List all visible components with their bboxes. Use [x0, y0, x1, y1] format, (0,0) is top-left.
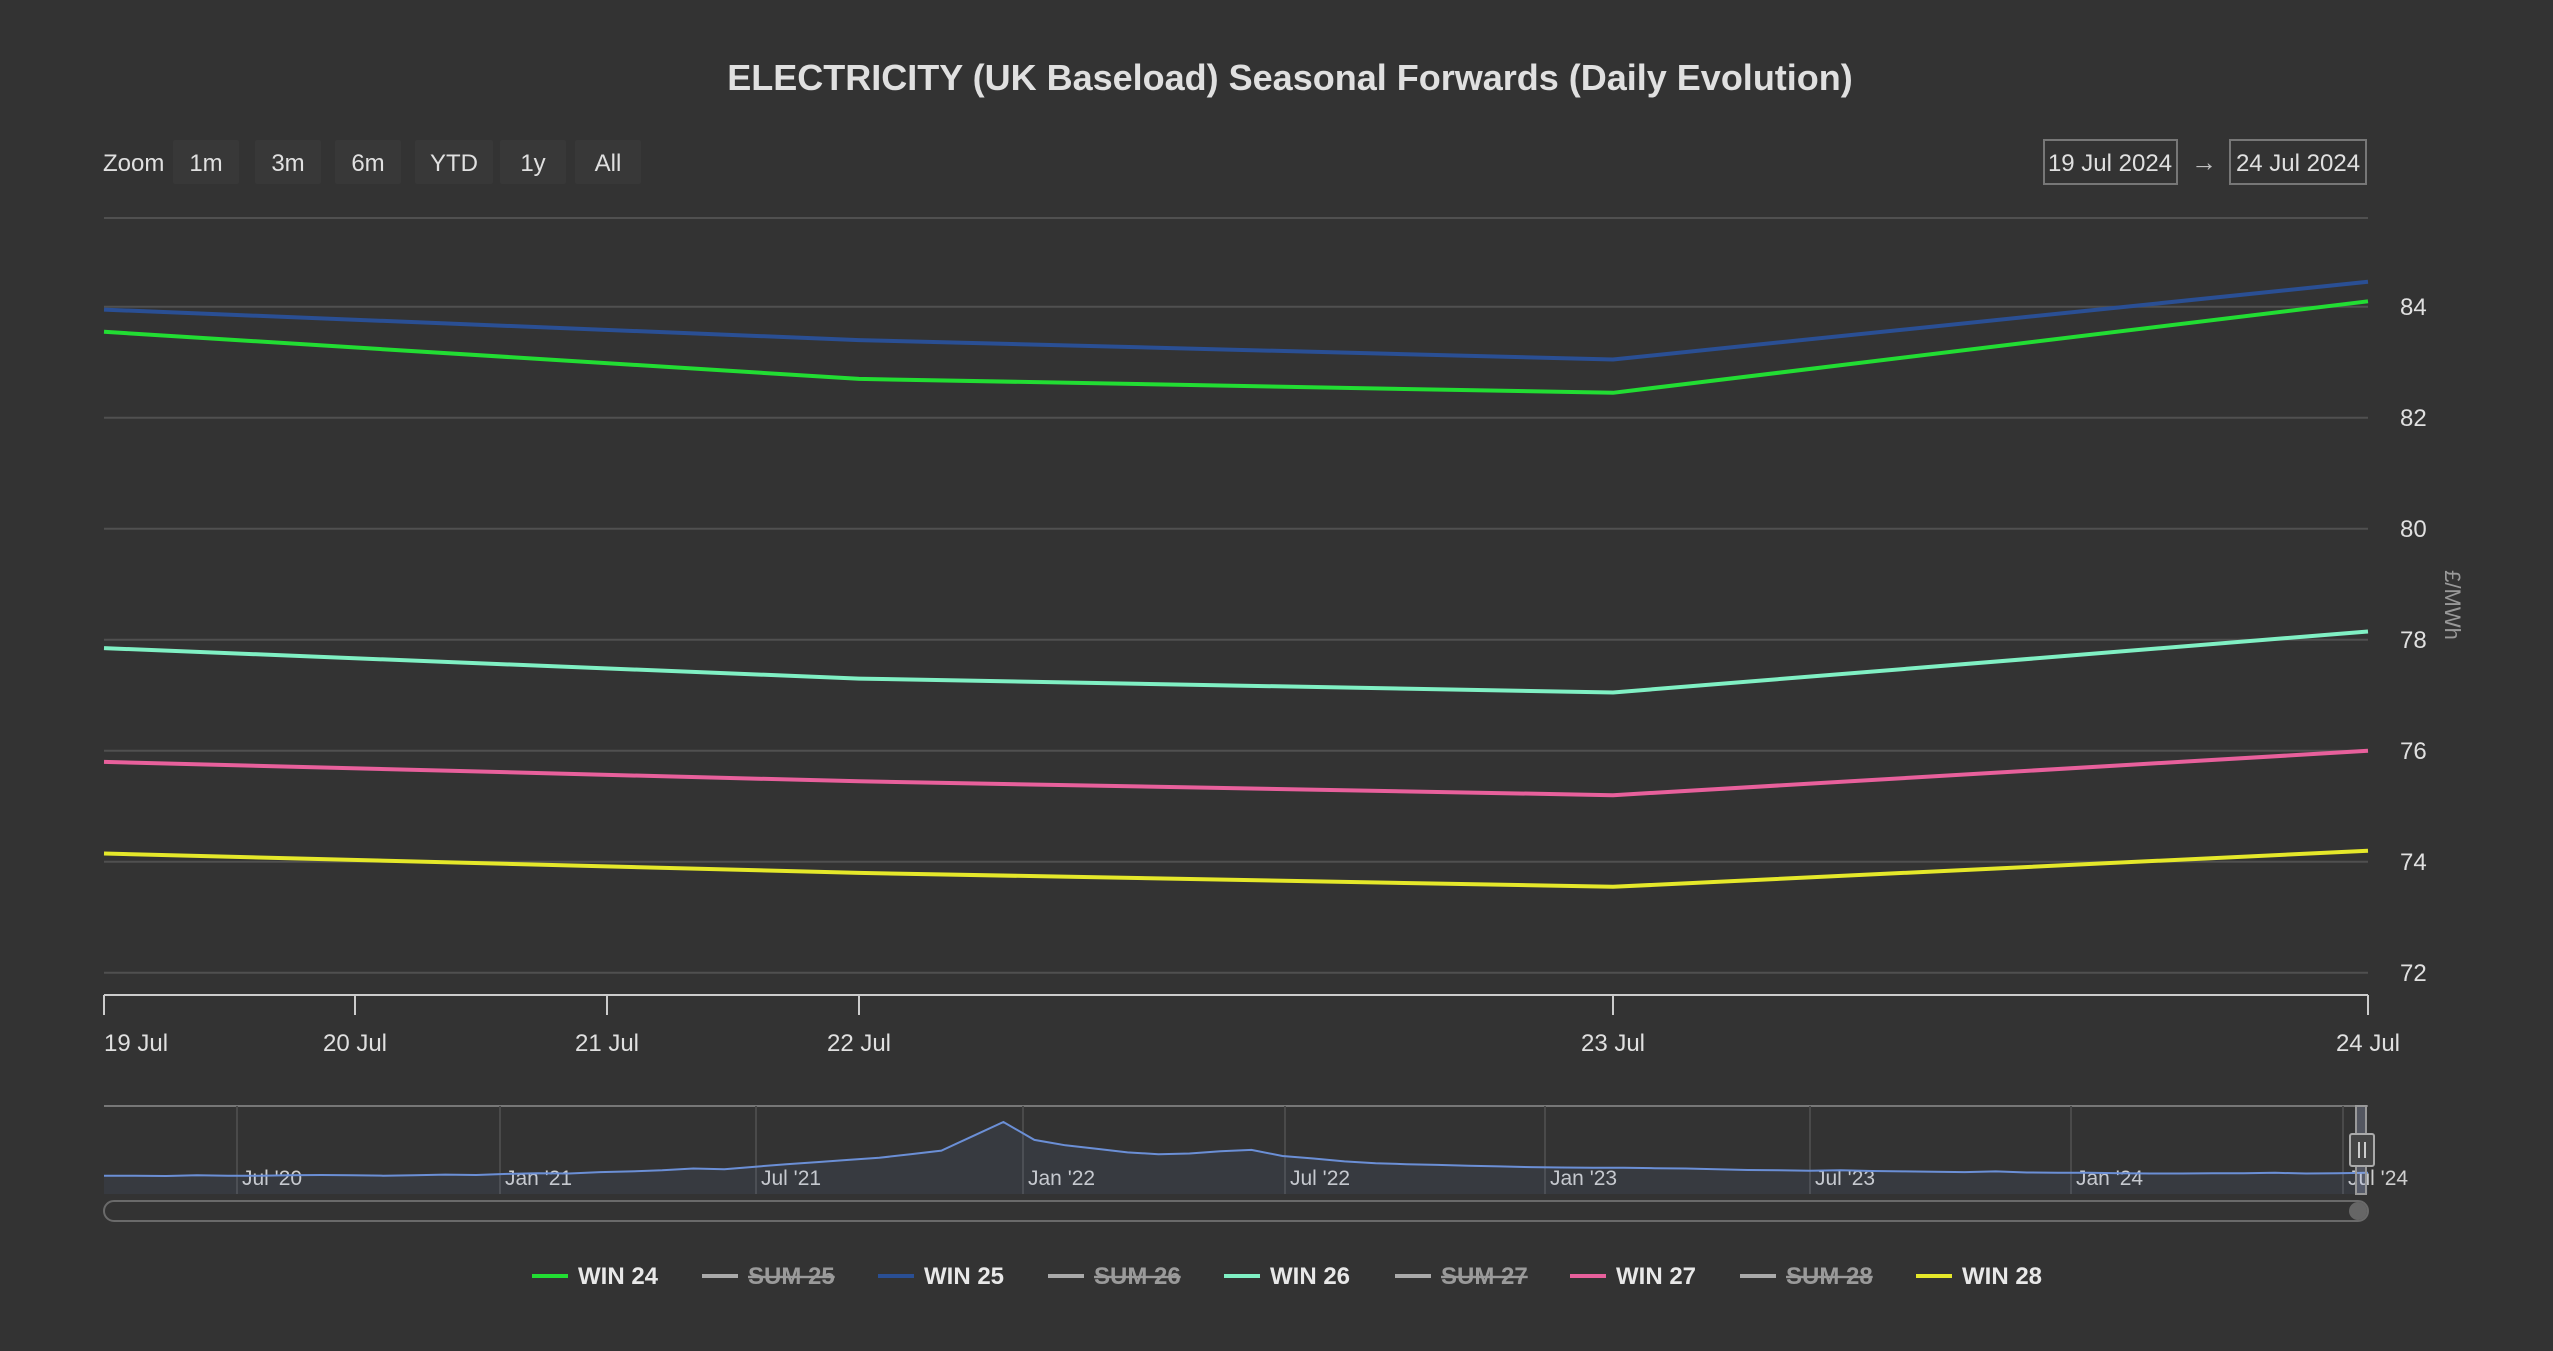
zoom-button-label: 1y: [520, 150, 545, 177]
x-tick-label: 24 Jul: [2336, 1030, 2400, 1057]
legend-item-win-24[interactable]: WIN 24: [532, 1263, 659, 1290]
zoom-button-ytd[interactable]: YTD: [415, 140, 493, 184]
y-tick-label-74: 74: [2400, 849, 2427, 876]
legend-label: WIN 28: [1962, 1263, 2042, 1290]
zoom-button-label: All: [595, 150, 622, 177]
x-tick-label: 20 Jul: [323, 1030, 387, 1057]
x-tick-label: 21 Jul: [575, 1030, 639, 1057]
series-line-win-27[interactable]: [103, 748, 2369, 798]
series-lines: [103, 279, 2369, 889]
series-line-win-25[interactable]: [103, 279, 2369, 362]
y-tick-label-78: 78: [2400, 627, 2427, 654]
navigator-handle-icon[interactable]: [2349, 1133, 2375, 1167]
zoom-button-label: YTD: [430, 150, 478, 177]
legend-label: SUM 28: [1786, 1263, 1873, 1290]
legend-item-sum-26[interactable]: SUM 26: [1048, 1263, 1181, 1290]
legend-label: SUM 26: [1094, 1263, 1181, 1290]
zoom-button-6m[interactable]: 6m: [335, 140, 401, 184]
range-to-value: 24 Jul 2024: [2236, 150, 2360, 177]
y-axis-label: £/MWh: [2440, 570, 2465, 640]
x-tick-label: 19 Jul: [104, 1030, 168, 1057]
grid: [104, 217, 2368, 974]
chart-title: ELECTRICITY (UK Baseload) Seasonal Forwa…: [727, 57, 1853, 98]
legend-label: SUM 27: [1441, 1263, 1528, 1290]
x-tick-label: 23 Jul: [1581, 1030, 1645, 1057]
date-range: 19 Jul 2024 → 24 Jul 2024: [2043, 139, 2367, 185]
y-tick-label-72: 72: [2400, 960, 2427, 987]
zoom-button-label: 6m: [351, 150, 384, 177]
navigator-label: Jul '21: [761, 1167, 821, 1190]
legend-label: WIN 26: [1270, 1263, 1350, 1290]
zoom-label: Zoom: [103, 150, 164, 177]
range-arrow-icon: →: [2191, 147, 2217, 177]
zoom-controls: Zoom 1m 3m 6m YTD 1y All: [103, 140, 641, 184]
legend-item-sum-25[interactable]: SUM 25: [702, 1263, 835, 1290]
legend-item-win-26[interactable]: WIN 26: [1224, 1263, 1350, 1290]
range-to-input[interactable]: 24 Jul 2024: [2229, 139, 2367, 185]
navigator-label: Jan '22: [1028, 1167, 1095, 1190]
legend-label: WIN 25: [924, 1263, 1004, 1290]
legend: WIN 24 SUM 25 WIN 25 SUM 26 WIN 26 SUM 27 WIN …: [532, 1263, 2042, 1290]
legend-label: WIN 24: [578, 1263, 659, 1290]
legend-item-win-28[interactable]: WIN 28: [1916, 1263, 2042, 1290]
legend-item-sum-27[interactable]: SUM 27: [1395, 1263, 1528, 1290]
y-tick-label-84: 84: [2400, 294, 2427, 321]
x-tick-label: 22 Jul: [827, 1030, 891, 1057]
zoom-button-1y[interactable]: 1y: [500, 140, 566, 184]
zoom-button-label: 1m: [189, 150, 222, 177]
zoom-button-3m[interactable]: 3m: [255, 140, 321, 184]
y-tick-label-76: 76: [2400, 738, 2427, 765]
scrollbar-thumb[interactable]: [2349, 1202, 2367, 1220]
navigator-label: Jul '23: [1815, 1167, 1875, 1190]
y-tick-label-80: 80: [2400, 516, 2427, 543]
range-from-value: 19 Jul 2024: [2048, 150, 2172, 177]
x-axis: 19 Jul 20 Jul 21 Jul 22 Jul 23 Jul 24 Jul: [103, 994, 2400, 1057]
legend-label: WIN 27: [1616, 1263, 1696, 1290]
legend-label: SUM 25: [748, 1263, 835, 1290]
navigator-scrollbar[interactable]: [103, 1200, 2369, 1222]
zoom-button-label: 3m: [271, 150, 304, 177]
navigator-label: Jul '22: [1290, 1167, 1350, 1190]
legend-item-win-27[interactable]: WIN 27: [1570, 1263, 1696, 1290]
zoom-button-1m[interactable]: 1m: [173, 140, 239, 184]
navigator-area: [104, 1122, 2368, 1194]
series-line-win-28[interactable]: [103, 848, 2369, 889]
legend-item-sum-28[interactable]: SUM 28: [1740, 1263, 1873, 1290]
navigator-series-line: [104, 1120, 2369, 1178]
legend-item-win-25[interactable]: WIN 25: [878, 1263, 1004, 1290]
y-tick-label-82: 82: [2400, 405, 2427, 432]
series-line-win-26[interactable]: [103, 629, 2369, 695]
range-from-input[interactable]: 19 Jul 2024: [2043, 139, 2178, 185]
y-axis: 72 74 76 78 80 82 84: [2400, 294, 2427, 987]
zoom-button-all[interactable]: All: [575, 140, 641, 184]
navigator-label: Jul '20: [242, 1167, 302, 1190]
navigator-label: Jan '23: [1550, 1167, 1617, 1190]
series-line-win-24[interactable]: [103, 299, 2369, 395]
